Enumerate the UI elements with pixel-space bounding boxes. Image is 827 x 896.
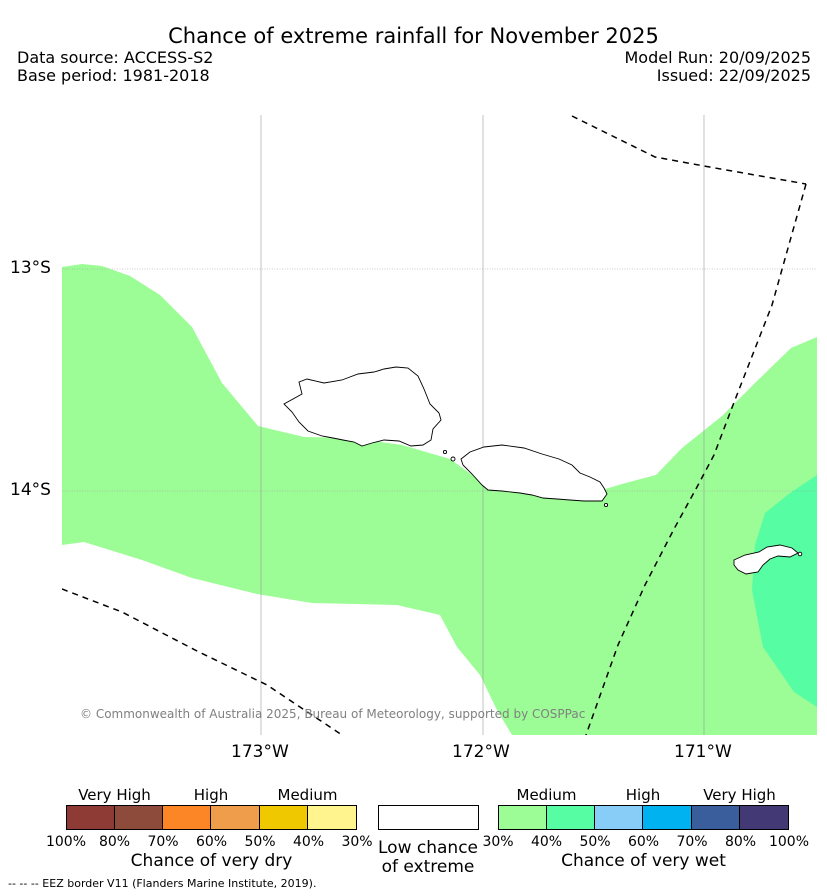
grid-lines <box>62 115 817 735</box>
dry-tick-2: 70% <box>147 834 179 850</box>
lon-label-171w: 171°W <box>674 742 732 762</box>
wet-swatch-2 <box>595 806 644 829</box>
dry-header-high: High <box>193 786 229 804</box>
apolima-island <box>442 449 448 455</box>
savaii-island <box>283 366 442 447</box>
tutuila-island <box>733 544 799 575</box>
dry-swatch-5 <box>307 806 356 829</box>
wet-colorbar <box>498 805 789 830</box>
dry-tick-5: 40% <box>292 834 325 850</box>
issued-date: Issued: 22/09/2025 <box>656 66 811 85</box>
wet-tick-6: 100% <box>768 834 810 850</box>
wet-header-high: High <box>625 786 661 804</box>
dry-colorbar <box>66 805 357 830</box>
base-period: Base period: 1981-2018 <box>17 66 210 85</box>
dry-swatch-4 <box>259 806 308 829</box>
manono-island <box>450 456 456 462</box>
neutral-label-line2: of extreme <box>381 857 475 877</box>
dry-header-medium: Medium <box>277 786 338 804</box>
wet-swatch-0 <box>499 806 548 829</box>
eez-footnote: -- -- -- EEZ border V11 (Flanders Marine… <box>8 877 317 890</box>
lat-label-14s: 14°S <box>10 480 51 500</box>
wet-swatch-1 <box>547 806 596 829</box>
eez-borders <box>62 115 807 735</box>
dry-tick-1: 80% <box>98 834 131 850</box>
wet-tick-3: 60% <box>627 834 660 850</box>
coastlines <box>283 366 803 575</box>
wet-swatch-3 <box>643 806 692 829</box>
wet-tick-4: 70% <box>676 834 708 850</box>
high-wet-region <box>752 475 817 707</box>
lon-label-172w: 172°W <box>452 742 510 762</box>
dry-header-very-high: Very High <box>78 786 151 804</box>
medium-wet-region <box>62 264 817 735</box>
lat-label-13s: 13°S <box>10 258 51 278</box>
wet-swatch-5 <box>739 806 788 829</box>
model-run: Model Run: 20/09/2025 <box>624 48 812 67</box>
dry-swatch-1 <box>115 806 164 829</box>
dry-tick-6: 30% <box>341 834 373 850</box>
neutral-swatch <box>378 805 479 830</box>
wet-swatch-4 <box>691 806 740 829</box>
wet-tick-5: 80% <box>724 834 757 850</box>
neutral-label-line1: Low chance <box>378 838 478 858</box>
lon-label-173w: 173°W <box>231 742 289 762</box>
dry-tick-4: 50% <box>244 834 276 850</box>
dry-swatch-3 <box>211 806 260 829</box>
dry-swatch-2 <box>163 806 212 829</box>
wet-header-medium: Medium <box>516 786 577 804</box>
upolu-island <box>460 444 608 502</box>
wet-tick-0: 30% <box>482 834 514 850</box>
dry-swatch-0 <box>67 806 116 829</box>
wet-tick-2: 50% <box>579 834 611 850</box>
rainfall-map <box>62 115 817 735</box>
wet-header-very-high: Very High <box>703 786 776 804</box>
dry-tick-0: 100% <box>45 834 87 850</box>
page-title: Chance of extreme rainfall for November … <box>168 24 659 48</box>
aunuu-island <box>797 551 803 557</box>
dry-title: Chance of very dry <box>130 851 293 871</box>
nuutele-island <box>603 502 609 508</box>
wet-tick-1: 40% <box>530 834 563 850</box>
dry-tick-3: 60% <box>195 834 228 850</box>
data-source: Data source: ACCESS-S2 <box>17 48 214 67</box>
copyright-notice: © Commonwealth of Australia 2025, Bureau… <box>80 707 586 721</box>
wet-title: Chance of very wet <box>561 851 726 871</box>
